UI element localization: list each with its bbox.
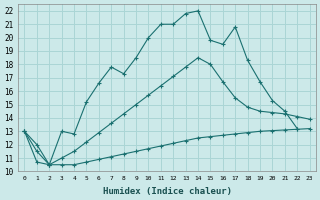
X-axis label: Humidex (Indice chaleur): Humidex (Indice chaleur) (102, 187, 232, 196)
